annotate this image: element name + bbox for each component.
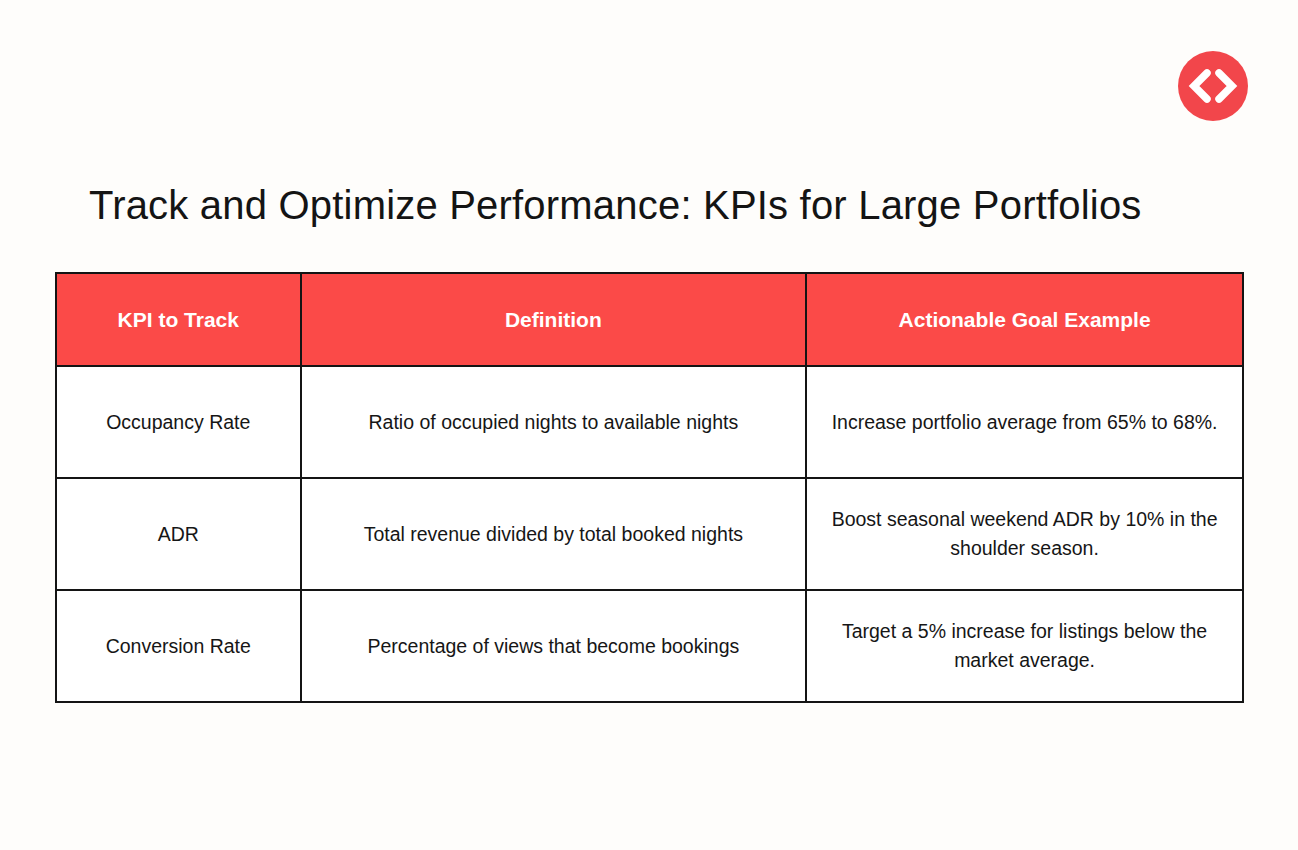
cell-goal: Target a 5% increase for listings below … [806,590,1243,702]
cell-kpi: Occupancy Rate [56,366,301,478]
cell-kpi: Conversion Rate [56,590,301,702]
cell-kpi: ADR [56,478,301,590]
column-header-kpi: KPI to Track [56,273,301,366]
column-header-goal: Actionable Goal Example [806,273,1243,366]
page-title: Track and Optimize Performance: KPIs for… [89,183,1142,228]
cell-definition: Percentage of views that become bookings [301,590,807,702]
table-header-row: KPI to Track Definition Actionable Goal … [56,273,1243,366]
column-header-definition: Definition [301,273,807,366]
code-brackets-logo [1177,50,1249,122]
kpi-table: KPI to Track Definition Actionable Goal … [55,272,1244,703]
table-row: ADR Total revenue divided by total booke… [56,478,1243,590]
cell-goal: Boost seasonal weekend ADR by 10% in the… [806,478,1243,590]
table-row: Occupancy Rate Ratio of occupied nights … [56,366,1243,478]
cell-goal: Increase portfolio average from 65% to 6… [806,366,1243,478]
cell-definition: Total revenue divided by total booked ni… [301,478,807,590]
code-brackets-icon [1177,50,1249,122]
cell-definition: Ratio of occupied nights to available ni… [301,366,807,478]
table-row: Conversion Rate Percentage of views that… [56,590,1243,702]
